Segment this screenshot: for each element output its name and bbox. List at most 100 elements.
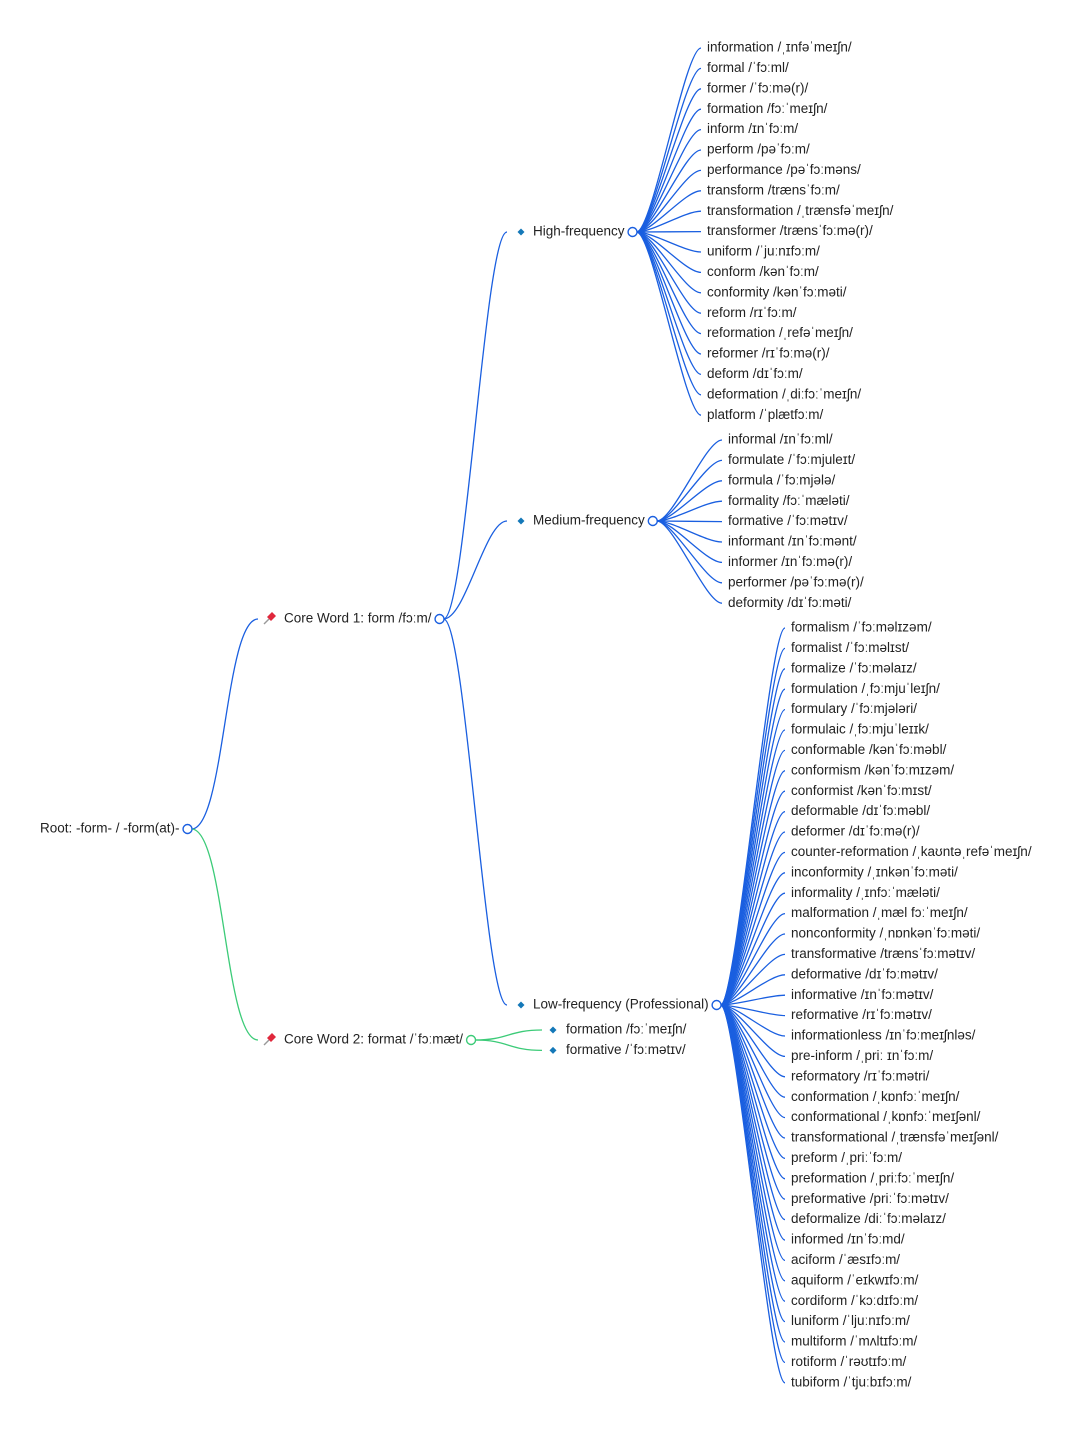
pin-icon [267,612,276,621]
node-label: Core Word 1: form /fɔːm/ [284,611,432,626]
node-label: deformable /dɪˈfɔːməbl/ [791,803,930,818]
edge [720,912,786,1006]
node-label: transformative /trænsˈfɔːmətɪv/ [791,946,975,961]
node-label: informer /ɪnˈfɔːmə(r)/ [728,554,852,569]
node-label: informal /ɪnˈfɔːml/ [728,432,833,447]
node-label: pre-inform /ˌpriː ɪnˈfɔːm/ [791,1048,933,1063]
node-label: nonconformity /ˌnɒnkənˈfɔːməti/ [791,926,980,941]
node-toggle [627,226,638,238]
edge [656,520,723,584]
node-label: former /ˈfɔːmə(r)/ [707,80,808,95]
node-label: rotiform /ˈrəʊtɪfɔːm/ [791,1354,906,1369]
node-label: performer /pəˈfɔːmə(r)/ [728,574,864,589]
node-label: formation /fɔːˈmeɪʃn/ [566,1022,687,1037]
node-label: conform /kənˈfɔːm/ [707,264,819,279]
node-label: Core Word 2: format /ˈfɔːmæt/ [284,1032,463,1047]
edge [442,618,508,1006]
node-label: reformatory /rɪˈfɔːmətri/ [791,1068,930,1083]
edge [636,231,702,416]
diamond-icon [517,228,525,236]
node-label: deformity /dɪˈfɔːməti/ [728,595,852,610]
edge [720,933,786,1006]
node-label: preform /ˌpriːˈfɔːm/ [791,1150,902,1165]
node-label: informant /ɪnˈfɔːmənt/ [728,534,857,549]
edge [636,108,702,233]
edge [636,88,702,233]
node-label: informationless /ɪnˈfɔːmeɪʃnləs/ [791,1028,976,1043]
node-label: cordiform /ˈkɔːdɪfɔːm/ [791,1293,918,1308]
node-label: reformation /ˌrefəˈmeɪʃn/ [707,325,853,340]
node-label: Low-frequency (Professional) [533,997,709,1012]
node-label: transformation /ˌtrænsfəˈmeɪʃn/ [707,203,894,218]
node-toggle [647,515,658,527]
diamond-icon [517,1001,525,1009]
node-label: formulaic /ˌfɔːmjuˈleɪɪk/ [791,722,929,737]
node-toggle [434,613,445,625]
diamond-icon [549,1046,557,1054]
node-label: deformer /dɪˈfɔːmə(r)/ [791,824,920,839]
node-label: deformation /ˌdiːfɔːˈmeɪʃn/ [707,386,861,401]
node-label: transform /trænsˈfɔːm/ [707,182,840,197]
node-label: formative /ˈfɔːmətɪv/ [728,513,848,528]
node-toggle [711,999,722,1011]
edge [656,520,723,604]
node-label: preformative /priːˈfɔːmətɪv/ [791,1191,949,1206]
edge [442,231,508,620]
node-label: formulate /ˈfɔːmjuleɪt/ [728,452,855,467]
node-label: Medium-frequency [533,513,645,528]
node-label: malformation /ˌmæl fɔːˈmeɪʃn/ [791,905,968,920]
node-label: aquiform /ˈeɪkwɪfɔːm/ [791,1272,919,1287]
node-label: platform /ˈplætfɔːm/ [707,407,824,422]
node-label: reformative /rɪˈfɔːmətɪv/ [791,1007,932,1022]
node-label: informative /ɪnˈfɔːmətɪv/ [791,987,934,1002]
edge [720,872,786,1006]
node-label: reform /rɪˈfɔːm/ [707,305,797,320]
node-label: Root: -form- / -form(at)- [40,821,180,836]
node-label: formalism /ˈfɔːməlɪzəm/ [791,620,932,635]
diamond-icon [517,517,525,525]
edge [636,149,702,233]
node-label: performance /pəˈfɔːməns/ [707,162,861,177]
node-label: conformational /ˌkɒnfɔːˈmeɪʃənl/ [791,1109,981,1124]
node-label: transformational /ˌtrænsfəˈmeɪʃənl/ [791,1130,999,1145]
edge [656,520,723,523]
edge [475,1029,543,1041]
edge [656,439,723,522]
node-label: uniform /ˈjuːnɪfɔːm/ [707,244,820,259]
node-label: formal /ˈfɔːml/ [707,60,789,75]
edge [191,828,259,1041]
node-label: conformation /ˌkɒnfɔːˈmeɪʃn/ [791,1089,960,1104]
edge [475,1039,543,1052]
node-label: transformer /trænsˈfɔːmə(r)/ [707,223,873,238]
node-label: inform /ɪnˈfɔːm/ [707,121,798,136]
node-label: formulation /ˌfɔːmjuˈleɪʃn/ [791,681,940,696]
node-label: deform /dɪˈfɔːm/ [707,366,803,381]
node-label: informed /ɪnˈfɔːmd/ [791,1232,905,1247]
node-label: luniform /ˈljuːnɪfɔːm/ [791,1313,910,1328]
edge [191,618,259,830]
node-label: information /ˌɪnfəˈmeɪʃn/ [707,40,852,55]
edge [636,231,702,376]
edge [719,1004,786,1343]
edge [719,668,786,1006]
node-label: formula /ˈfɔːmjələ/ [728,472,836,487]
edge [636,169,702,233]
node-label: formalist /ˈfɔːməlɪst/ [791,640,909,655]
node-label: conformity /kənˈfɔːməti/ [707,284,847,299]
node-label: deformative /dɪˈfɔːmətɪv/ [791,966,938,981]
node-label: formality /fɔːˈmæləti/ [728,493,850,508]
edge [636,231,702,396]
node-label: High-frequency [533,224,625,239]
pin-icon [263,1039,270,1046]
node-label: inconformity /ˌɪnkənˈfɔːməti/ [791,864,958,879]
node-toggle [465,1034,477,1046]
edge [720,892,786,1006]
node-label: preformation /ˌpriːfɔːˈmeɪʃn/ [791,1170,954,1185]
node-label: conformist /kənˈfɔːmɪst/ [791,783,932,798]
diamond-icon [549,1026,557,1034]
edge [636,47,702,233]
node-label: informality /ˌɪnfɔːˈmæləti/ [791,885,940,900]
node-label: reformer /rɪˈfɔːmə(r)/ [707,346,830,361]
